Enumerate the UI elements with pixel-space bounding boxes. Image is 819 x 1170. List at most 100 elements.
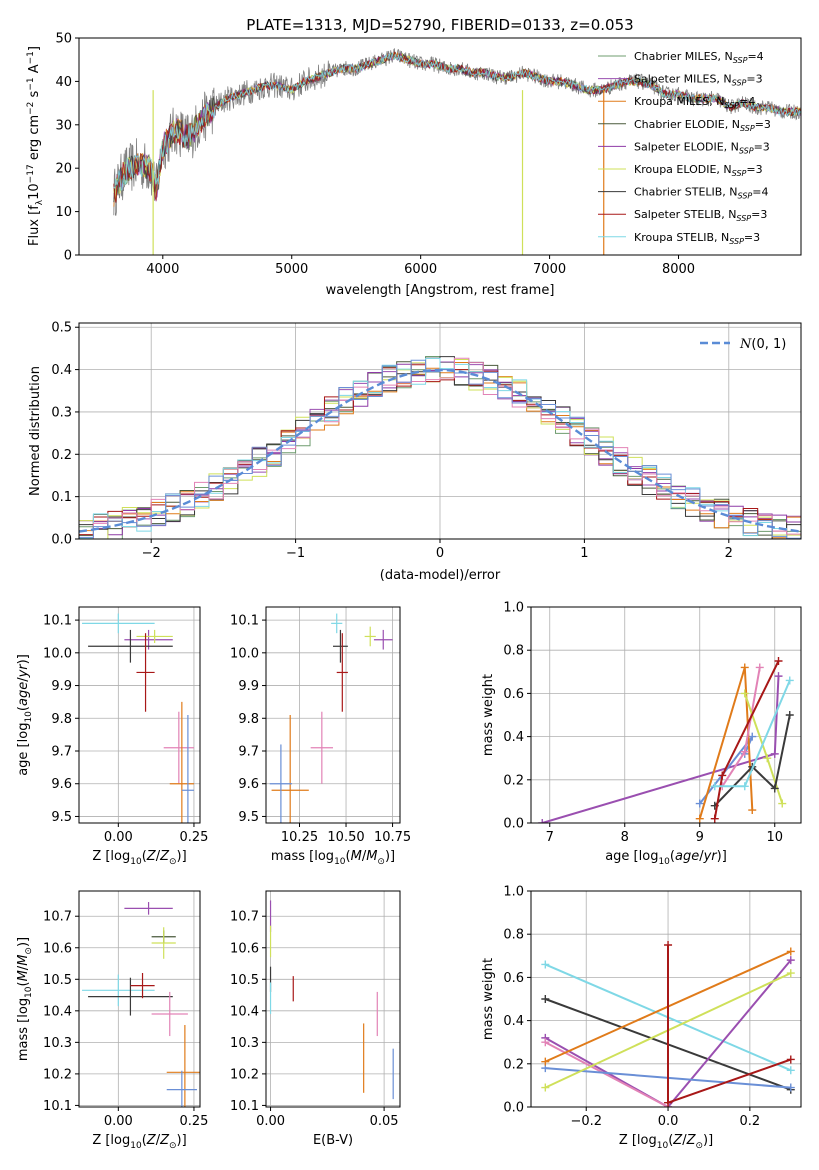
axis-label-part: mass [log xyxy=(16,998,31,1061)
plot-mass-vs-Z: 0.00 0.25 10.1 10.2 10.3 10.4 10.5 10.6 10.7 Z [l… xyxy=(16,890,208,1151)
mass-weight-marker xyxy=(748,732,757,741)
axis-label-part: Z xyxy=(159,849,170,864)
axis-label-part: M xyxy=(366,849,377,864)
y-tick-label: 30 xyxy=(55,118,72,133)
axis-label-part: s xyxy=(27,90,42,101)
x-axis-label: E(B-V) xyxy=(313,1133,353,1148)
y-tick-label: 0.0 xyxy=(51,533,72,548)
y-tick-label: 0.6 xyxy=(503,971,524,986)
x-tick-label: 0.0 xyxy=(658,1114,679,1129)
plot-axes: −0.2 0.0 0.20.00.20.40.60.81.0Z [log10(Z/Z… xyxy=(481,885,802,1151)
axis-label-part: ⊙ xyxy=(24,947,34,955)
legend-label-part: =4 xyxy=(747,50,763,63)
error-bar-point-5 xyxy=(130,972,155,999)
error-bar-point-6 xyxy=(151,991,188,1037)
axis-label-part: / xyxy=(16,677,31,682)
axis-label-part: 10 xyxy=(130,1141,142,1151)
legend-label-part: =3 xyxy=(755,118,771,131)
mass-weight-marker xyxy=(785,711,794,719)
axis-label-part: )] xyxy=(16,937,31,947)
y-tick-label: 10.3 xyxy=(43,1036,72,1051)
axis-label-part: erg cm xyxy=(27,115,42,164)
axis-label-part: Z xyxy=(686,1133,697,1148)
plot-axes: 4000 5000 6000 7000 8000 0 10 20 30 40 50 Chabrier … xyxy=(26,32,802,298)
axis-label-part: Z xyxy=(672,1133,683,1148)
axis-label-part: ( xyxy=(16,706,31,711)
axis-label-part: )] xyxy=(703,1133,713,1148)
model-spectrum-8 xyxy=(113,52,801,191)
x-tick-label: 0.00 xyxy=(104,830,133,845)
error-bar-point-4 xyxy=(136,633,155,712)
mass-weight-marker xyxy=(748,806,757,815)
axis-label-part: Z xyxy=(146,849,157,864)
y-tick-label: 10.2 xyxy=(230,1067,259,1082)
normal-reference-curve xyxy=(79,368,801,533)
y-tick-label: 0.2 xyxy=(503,1057,524,1072)
axis-label: age [log10(age/yr)] xyxy=(16,654,34,776)
y-tick-label: 10.5 xyxy=(230,973,259,988)
mass-weight-marker xyxy=(786,1055,795,1064)
axis-label-part: A xyxy=(27,64,42,77)
axis-label-part: ( xyxy=(142,1133,147,1148)
axis-label-part: / xyxy=(362,849,367,864)
legend-label-part: Kroupa MILES, N xyxy=(634,95,724,108)
mass-weight-marker xyxy=(541,1038,550,1047)
axis-label-part: ⊙ xyxy=(169,857,177,867)
axis-label-part: age [log xyxy=(16,723,31,776)
axis-label-part: M xyxy=(16,955,31,966)
plot-frame xyxy=(78,606,201,824)
legend-label: Chabrier ELODIE, NSSP=3 xyxy=(634,118,771,133)
residual-histogram-7 xyxy=(79,364,801,539)
legend-label-part: =3 xyxy=(751,208,767,221)
y-tick-label: 10.0 xyxy=(43,646,72,661)
mass-weight-marker xyxy=(786,969,795,978)
axis-label-part: Flux [f xyxy=(27,205,42,246)
mass-weight-marker xyxy=(778,799,787,808)
error-bar-point-0 xyxy=(331,613,343,634)
axis-label-part: 10 xyxy=(334,857,346,867)
mass-weight-marker xyxy=(774,657,783,665)
y-axis-label: mass weight xyxy=(481,674,496,756)
y-tick-label: 0.5 xyxy=(51,321,72,336)
mass-weight-marker xyxy=(664,1098,673,1107)
legend-label: N(0, 1) xyxy=(739,337,786,352)
x-tick-label: 8 xyxy=(621,830,629,845)
mass-weight-marker xyxy=(664,941,673,949)
x-tick-label: −0.2 xyxy=(570,1114,602,1129)
error-bar-point-0 xyxy=(124,902,173,915)
y-tick-label: 9.9 xyxy=(51,679,72,694)
plot-area xyxy=(113,47,801,255)
axis-label-part: / xyxy=(682,1133,687,1148)
axis-label: Z [log10(Z/Z⊙)] xyxy=(92,849,186,867)
y-tick-label: 10.3 xyxy=(230,1036,259,1051)
axis-label: mass [log10(M/M⊙)] xyxy=(16,937,34,1061)
mass-weight-marker xyxy=(538,819,547,823)
y-tick-label: 0.4 xyxy=(51,363,72,378)
plot-area xyxy=(82,902,200,1107)
legend-label-part: Salpeter ELODIE, N xyxy=(634,140,739,153)
axis-label-part: −2 xyxy=(26,102,36,115)
error-bar-point-0 xyxy=(82,613,155,634)
axis-label-part: Z xyxy=(159,1133,170,1148)
x-tick-label: −2 xyxy=(142,546,161,561)
axis-label-part: )] xyxy=(177,1133,187,1148)
legend-label-part: SSP xyxy=(740,124,755,133)
y-tick-label: 0 xyxy=(64,249,72,264)
y-tick-label: 9.8 xyxy=(238,712,259,727)
plot-area xyxy=(538,657,794,823)
axis-label-part: mass [log xyxy=(271,849,334,864)
x-tick-label: 0.00 xyxy=(104,1114,133,1129)
legend-label-part: Chabrier MILES, N xyxy=(634,50,733,63)
axis-label-part: M xyxy=(351,849,362,864)
x-tick-label: 10.50 xyxy=(327,830,364,845)
legend-label-part: =3 xyxy=(754,140,770,153)
error-bar-point-8 xyxy=(166,1070,197,1107)
plot-axes: −2 −1 0 1 2 0.0 0.1 0.2 0.3 0.4 0.5 N(0, 1) (data-mo… xyxy=(28,321,802,583)
legend-label: Salpeter STELIB, NSSP=3 xyxy=(634,208,767,223)
mass-weight-marker xyxy=(710,814,719,823)
legend-label-part: Salpeter STELIB, N xyxy=(634,208,736,221)
x-tick-label: 1 xyxy=(580,546,588,561)
x-tick-label: 10 xyxy=(766,830,783,845)
x-tick-label: 7 xyxy=(546,830,554,845)
legend-label-part: SSP xyxy=(729,237,744,246)
